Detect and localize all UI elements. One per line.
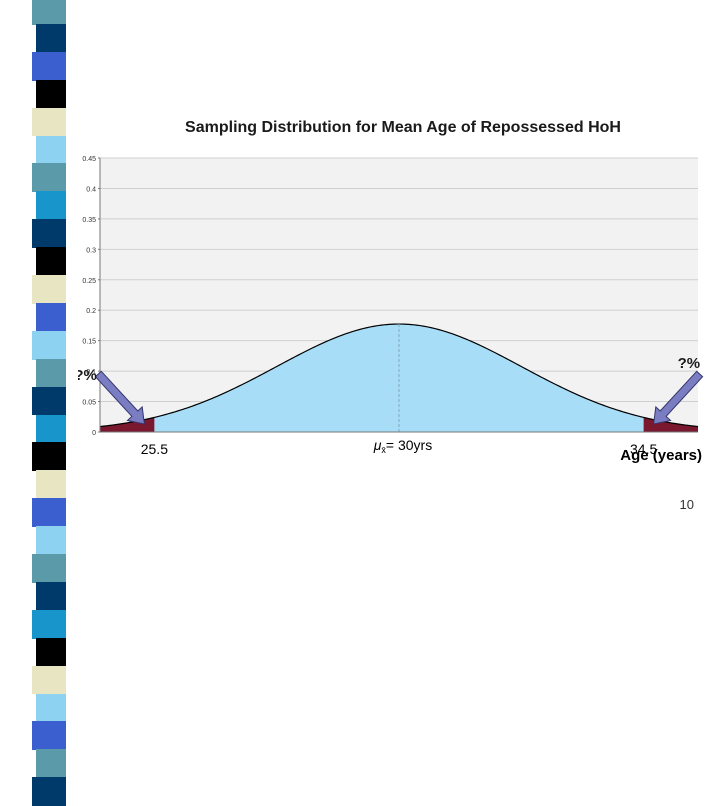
sampling-distribution-chart: 0 0.05 0.1 0.15 0.2 0.25 0.3 0.35 0.4 0.45 Sampli… xyxy=(78,119,704,464)
mean-value-text: = 30yrs xyxy=(386,437,432,453)
stripe-segment xyxy=(32,275,66,304)
stripe-segment xyxy=(36,581,66,611)
y-tick-label: 0.1 xyxy=(86,369,96,376)
stripe-segment xyxy=(32,498,66,528)
marker-label-25-5: 25.5 xyxy=(141,441,168,457)
stripe-segment xyxy=(32,51,66,81)
stripe-segment xyxy=(36,135,66,165)
y-tick-label: 0.45 xyxy=(82,156,96,163)
y-tick-label: 0.35 xyxy=(82,217,96,224)
arrow-shape xyxy=(653,370,704,425)
chart-title: Sampling Distribution for Mean Age of Re… xyxy=(185,119,621,136)
stripe-segment xyxy=(32,386,66,416)
stripe-segment xyxy=(32,665,66,695)
y-tick-label: 0.2 xyxy=(86,308,96,315)
stripe-segment xyxy=(32,107,66,137)
y-axis-ticks: 0 0.05 0.1 0.15 0.2 0.25 0.3 0.35 0.4 0.45 xyxy=(82,156,100,437)
stripe-segment xyxy=(32,219,66,249)
stripe-segment xyxy=(36,637,66,667)
right-tail-arrow xyxy=(653,370,704,425)
stripe-segment xyxy=(36,79,66,109)
marker-label-34-5: 34.5 xyxy=(630,441,657,457)
stripe-segment xyxy=(36,693,66,723)
slide-number: 10 xyxy=(679,497,694,512)
stripe-segment xyxy=(32,442,66,472)
arrow-shape xyxy=(94,370,145,425)
mean-label: μx̄= 30yrs xyxy=(373,437,432,455)
stripe-segment xyxy=(32,721,66,751)
left-tail-arrow xyxy=(94,370,145,425)
stripe-segment xyxy=(32,0,66,25)
stripe-segment xyxy=(32,777,66,806)
stripe-segment xyxy=(32,554,66,583)
y-tick-label: 0 xyxy=(92,430,96,437)
stripe-segment xyxy=(36,191,66,221)
x-axis-label: Age (years) xyxy=(620,447,702,464)
stripe-segment xyxy=(32,330,66,360)
stripe-segment xyxy=(32,163,66,193)
stripe-segment xyxy=(36,247,66,276)
stripe-segment xyxy=(36,23,66,53)
stripe-segment xyxy=(36,526,66,555)
y-tick-label: 0.15 xyxy=(82,339,96,346)
stripe-segment xyxy=(36,470,66,500)
y-tick-label: 0.05 xyxy=(82,400,96,407)
stripe-segment xyxy=(32,609,66,639)
normal-curve-area xyxy=(100,324,698,432)
stripe-segment xyxy=(36,358,66,388)
mean-subscript: x̄ xyxy=(381,445,386,455)
y-tick-label: 0.25 xyxy=(82,278,96,285)
decorative-stripe-bar xyxy=(0,0,68,806)
mean-symbol: μ xyxy=(373,437,382,453)
y-tick-label: 0.3 xyxy=(86,247,96,254)
y-tick-label: 0.4 xyxy=(86,186,96,193)
stripe-segment xyxy=(36,749,66,779)
stripe-segment xyxy=(36,302,66,332)
stripe-segment xyxy=(36,414,66,444)
left-tail-percent-label: ?% xyxy=(78,367,97,384)
right-tail-percent-label: ?% xyxy=(678,355,701,372)
